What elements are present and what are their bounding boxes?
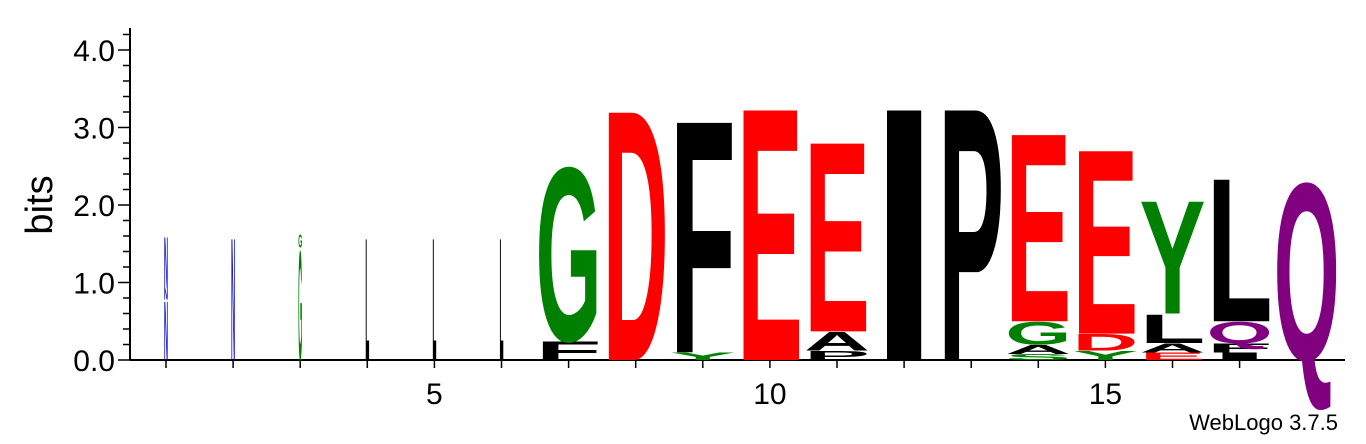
x-tick-label: 15 [1089, 378, 1122, 411]
residue-G: G [298, 217, 302, 394]
residue-A: A [1005, 342, 1071, 357]
residue-A: A [804, 327, 870, 357]
residue-I: I [871, 32, 937, 437]
residue-G: G [298, 231, 302, 251]
residue-F: F [536, 336, 602, 366]
residue-L: L [1140, 306, 1206, 352]
residue-Y: Y [1140, 167, 1206, 348]
residue-F: F [1207, 341, 1273, 356]
residue-G: G [536, 117, 602, 394]
residue-L: L [432, 203, 436, 398]
residue-N: N [231, 203, 235, 398]
y-axis: 0.0 1.0 2.0 3.0 4.0 [73, 28, 131, 378]
x-axis: 5 10 15 [130, 359, 1345, 411]
residue-S: S [1005, 352, 1071, 362]
y-tick-label: 3.0 [73, 113, 115, 146]
residue-Y: Y [670, 350, 736, 362]
y-tick-label: 1.0 [73, 268, 115, 301]
residue-P: P [938, 33, 1004, 438]
residue-Q: Q [1274, 131, 1340, 415]
residue-E: E [804, 85, 870, 389]
weblogo-credit: WebLogo 3.7.5 [1189, 410, 1338, 435]
y-tick-label: 2.0 [73, 190, 115, 223]
residue-P: P [804, 348, 870, 363]
residue-E: E [1072, 95, 1138, 390]
residue-F: F [670, 51, 736, 424]
x-tick-label: 10 [753, 378, 786, 411]
residue-E: E [1139, 350, 1205, 362]
residue-E: E [1005, 78, 1071, 380]
residue-A: A [1139, 341, 1205, 356]
residue-L: L [1207, 135, 1273, 365]
residue-N: N [164, 285, 168, 304]
residue-G: G [1005, 315, 1071, 351]
y-axis-label: bits [19, 175, 61, 234]
residue-I: I [1207, 350, 1273, 362]
x-tick-label: 5 [426, 378, 443, 411]
residue-Q: Q [1207, 316, 1273, 350]
residue-L: L [499, 203, 503, 398]
residue-L: L [365, 203, 369, 398]
residue-D: D [603, 35, 669, 437]
y-tick-label: 0.0 [73, 345, 115, 378]
residue-N: N [164, 223, 168, 305]
y-tick-label: 4.0 [73, 35, 115, 68]
residue-E: E [737, 33, 803, 438]
residue-N: N [164, 284, 168, 379]
residue-D: D [1072, 330, 1138, 356]
residue-Y: Y [1072, 348, 1138, 363]
